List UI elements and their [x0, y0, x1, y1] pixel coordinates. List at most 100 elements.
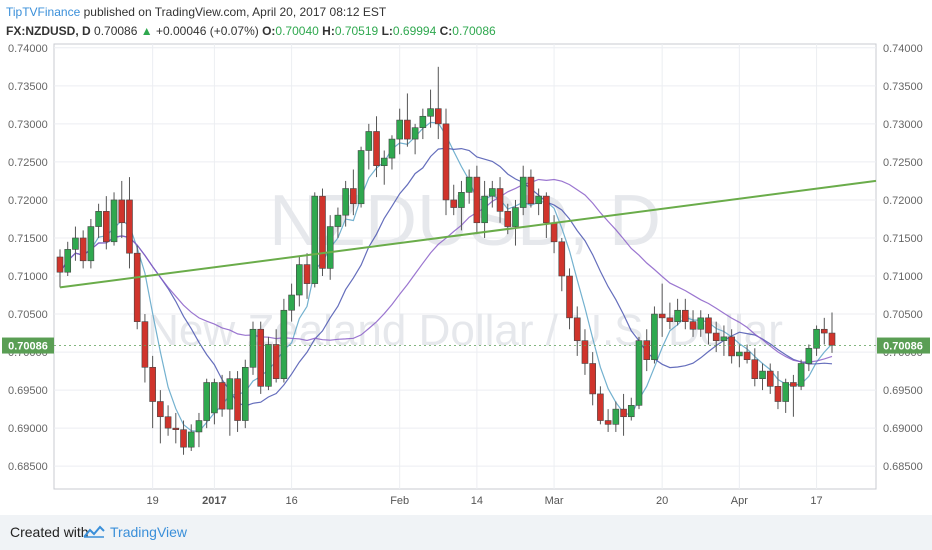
candle-body: [712, 332, 720, 341]
candle-body: [519, 176, 527, 208]
candle-body: [133, 252, 141, 322]
candle-body: [612, 408, 620, 425]
price-chart[interactable]: NZDUSD, D New Zealand Dollar / U.S. Doll…: [0, 0, 932, 515]
candle-body: [566, 275, 573, 319]
candle-body: [535, 195, 542, 205]
candle-body: [581, 340, 589, 364]
candle-body: [465, 176, 473, 193]
trend-line[interactable]: [59, 179, 877, 289]
x-tick-label: 2017: [202, 495, 226, 507]
candle-body: [211, 382, 218, 414]
y-tick-label-left: 0.72500: [8, 157, 48, 169]
candle-body: [550, 222, 558, 243]
candle-body: [195, 420, 203, 433]
y-tick-label-left: 0.69000: [8, 423, 48, 435]
candle-body: [666, 317, 674, 322]
candle-body: [543, 195, 550, 224]
candle-body: [682, 309, 689, 322]
candle-body: [558, 241, 566, 277]
candle-body: [87, 226, 95, 262]
high-value: 0.70519: [334, 24, 379, 38]
price-tag-right-label: 0.70086: [883, 341, 923, 353]
candle-body: [396, 119, 403, 140]
y-tick-label-right: 0.73000: [883, 119, 923, 131]
x-tick-label: 16: [285, 495, 297, 507]
high-label: H:: [322, 24, 335, 38]
candle-body: [751, 359, 759, 380]
candle-body: [365, 131, 373, 151]
x-tick-label: Apr: [731, 495, 748, 507]
y-tick-label-right: 0.69500: [883, 385, 923, 397]
candle-body: [110, 199, 118, 243]
candle-body: [180, 429, 187, 448]
candle-body: [257, 328, 265, 387]
tradingview-link[interactable]: TradingView: [110, 524, 188, 540]
candle-body: [172, 427, 180, 430]
candle-body: [627, 405, 635, 418]
right-price-axis[interactable]: 0.74000 0.73500 0.73000 0.72500 0.72000 0.715…: [883, 43, 923, 473]
candle-body: [766, 370, 774, 387]
y-tick-label-right: 0.73500: [883, 81, 923, 93]
candle-body: [64, 249, 72, 273]
plot-area[interactable]: [53, 43, 877, 490]
candle-body: [272, 344, 280, 380]
candle-body: [126, 199, 133, 254]
y-tick-label-right: 0.68500: [883, 461, 923, 473]
x-tick-label: 14: [471, 495, 483, 507]
candle-body: [103, 211, 110, 243]
price-tag-left: [2, 337, 54, 354]
candle-body: [72, 237, 79, 250]
last-price: 0.70086: [94, 24, 138, 38]
y-tick-label-left: 0.74000: [8, 43, 48, 55]
candle-body: [350, 188, 357, 205]
candle-body: [411, 127, 419, 140]
candle-body: [620, 408, 627, 418]
price-tag-right: [877, 337, 930, 354]
candle-body: [442, 123, 450, 201]
candle-body: [527, 176, 535, 205]
candle-body: [489, 188, 496, 197]
candle-body: [743, 351, 751, 360]
candle-body: [326, 226, 334, 269]
candle-body: [728, 336, 735, 357]
candle-body: [149, 366, 156, 402]
y-tick-label-left: 0.71000: [8, 271, 48, 283]
candle-body: [689, 321, 697, 330]
ma-slow-line: [59, 178, 833, 363]
candle-body: [820, 328, 828, 334]
x-tick-label: 19: [147, 495, 159, 507]
left-price-axis[interactable]: 0.74000 0.73500 0.73000 0.72500 0.72000 0.715…: [8, 43, 48, 473]
x-tick-label: Feb: [390, 495, 409, 507]
candle-body: [141, 321, 149, 368]
candle-body: [774, 386, 782, 402]
candle-body: [249, 328, 257, 368]
candle-body: [651, 313, 658, 360]
publisher-name[interactable]: TipTVFinance: [6, 5, 81, 19]
open-value: 0.70040: [275, 24, 319, 38]
chart-header-publish: TipTVFinance published on TradingView.co…: [6, 5, 386, 19]
y-tick-label-right: 0.74000: [883, 43, 923, 55]
candle-body: [790, 382, 797, 387]
candle-body: [187, 431, 195, 448]
trend-line-segment: [59, 179, 877, 289]
low-label: L:: [381, 24, 393, 38]
price-change: +0.00046 (+0.07%): [155, 24, 259, 38]
time-axis[interactable]: 19 2017 16 Feb 14 Mar 20 Apr 17: [147, 495, 823, 507]
candle-body: [658, 313, 666, 319]
up-arrow-icon: ▲: [140, 24, 153, 38]
close-value: 0.70086: [452, 24, 496, 38]
y-tick-label-right: 0.71500: [883, 233, 923, 245]
candle-body: [303, 264, 311, 284]
candle-body: [635, 340, 643, 406]
candle-body: [481, 195, 488, 224]
candle-body: [573, 317, 581, 341]
candle-body: [79, 237, 87, 262]
symbol-label[interactable]: FX:NZDUSD, D: [6, 24, 91, 38]
candle-body: [265, 344, 272, 387]
candle-body: [705, 317, 712, 334]
candle-body: [241, 366, 249, 421]
candle-body: [388, 138, 396, 159]
tradingview-logo-icon[interactable]: [82, 525, 106, 539]
candle-body: [473, 176, 481, 224]
chart-header-ohlc: FX:NZDUSD, D 0.70086 ▲ +0.00046 (+0.07%)…: [6, 24, 496, 38]
